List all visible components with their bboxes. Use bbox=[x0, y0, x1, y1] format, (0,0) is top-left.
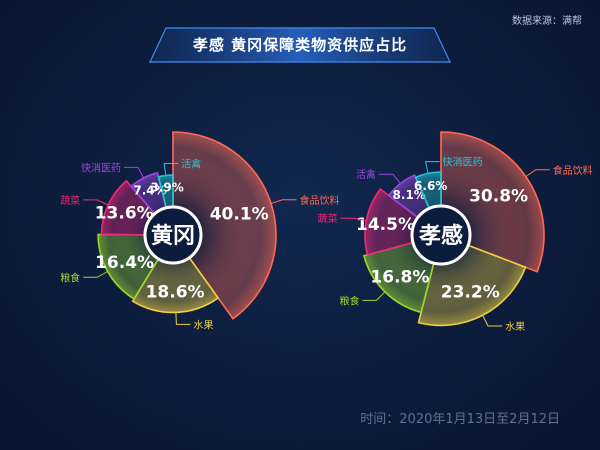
category-label-活禽: 活禽 bbox=[181, 158, 201, 171]
value-label-水果: 18.6% bbox=[146, 283, 205, 303]
callout-line-活禽 bbox=[163, 163, 179, 176]
category-label-快消医药: 快消医药 bbox=[81, 161, 121, 174]
value-label-快消医药: 7.4% bbox=[133, 184, 166, 198]
center-label: 黄冈 bbox=[151, 224, 195, 249]
value-label-食品饮料: 40.1% bbox=[210, 205, 269, 225]
chart-title: 孝感 黄冈保障类物资供应占比 bbox=[192, 36, 408, 54]
value-label-快消医药: 6.6% bbox=[414, 179, 447, 193]
callout-line-食品饮料 bbox=[525, 169, 550, 178]
category-label-蔬菜: 蔬菜 bbox=[318, 213, 338, 225]
center-hole bbox=[143, 205, 203, 265]
title-banner-shape bbox=[149, 27, 451, 63]
value-label-蔬菜: 13.6% bbox=[95, 203, 154, 223]
data-source-note: 数据来源：满帮 bbox=[512, 16, 582, 27]
value-label-食品饮料: 30.8% bbox=[469, 186, 528, 206]
value-label-活禽: 3.9% bbox=[150, 180, 183, 194]
center-label: 孝感 bbox=[418, 223, 463, 249]
callout-line-水果 bbox=[482, 315, 503, 327]
category-label-活禽: 活禽 bbox=[356, 168, 376, 181]
time-range-note: 时间：2020年1月13日至2月12日 bbox=[360, 412, 560, 427]
category-label-食品饮料: 食品饮料 bbox=[300, 194, 340, 207]
pie-slice-水果 bbox=[131, 233, 220, 314]
callout-line-活禽 bbox=[378, 173, 401, 184]
value-label-粮食: 16.4% bbox=[95, 253, 154, 273]
category-label-快消医药: 快消医药 bbox=[443, 156, 483, 169]
pie-slice-食品饮料 bbox=[172, 131, 277, 320]
callout-line-粮食 bbox=[362, 291, 386, 301]
category-label-水果: 水果 bbox=[193, 319, 213, 331]
callout-line-蔬菜 bbox=[340, 217, 367, 221]
value-label-活禽: 8.1% bbox=[393, 188, 426, 202]
callout-line-快消医药 bbox=[124, 166, 144, 179]
category-label-粮食: 粮食 bbox=[60, 271, 80, 284]
value-label-蔬菜: 14.5% bbox=[356, 215, 415, 235]
callout-line-快消医药 bbox=[424, 161, 440, 174]
value-label-水果: 23.2% bbox=[441, 283, 500, 303]
chart-title-banner: 孝感 黄冈保障类物资供应占比 bbox=[148, 26, 452, 64]
category-label-粮食: 粮食 bbox=[340, 294, 360, 307]
category-label-水果: 水果 bbox=[505, 321, 525, 333]
value-label-粮食: 16.8% bbox=[370, 268, 429, 288]
category-label-食品饮料: 食品饮料 bbox=[553, 164, 593, 177]
callout-line-蔬菜 bbox=[83, 199, 109, 206]
category-label-蔬菜: 蔬菜 bbox=[60, 195, 80, 207]
callout-line-水果 bbox=[175, 312, 191, 325]
callout-line-食品饮料 bbox=[270, 199, 297, 204]
pie-chart-0: 40.1% 食品饮料 18.6% 水果 16.4% 粮食 13.6% 蔬菜 7.4% 快消医药 3.… bbox=[60, 131, 340, 331]
callout-line-粮食 bbox=[83, 271, 108, 278]
pie-chart-1: 30.8% 食品饮料 23.2% 水果 16.8% 粮食 14.5% 蔬菜 8.1% 活禽 6.6%… bbox=[318, 131, 593, 333]
center-hole bbox=[410, 204, 472, 266]
